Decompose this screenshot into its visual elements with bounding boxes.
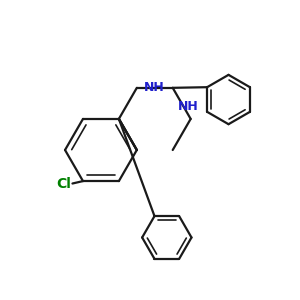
Text: NH: NH: [178, 100, 198, 113]
Text: Cl: Cl: [56, 176, 71, 190]
Text: NH: NH: [144, 81, 165, 94]
